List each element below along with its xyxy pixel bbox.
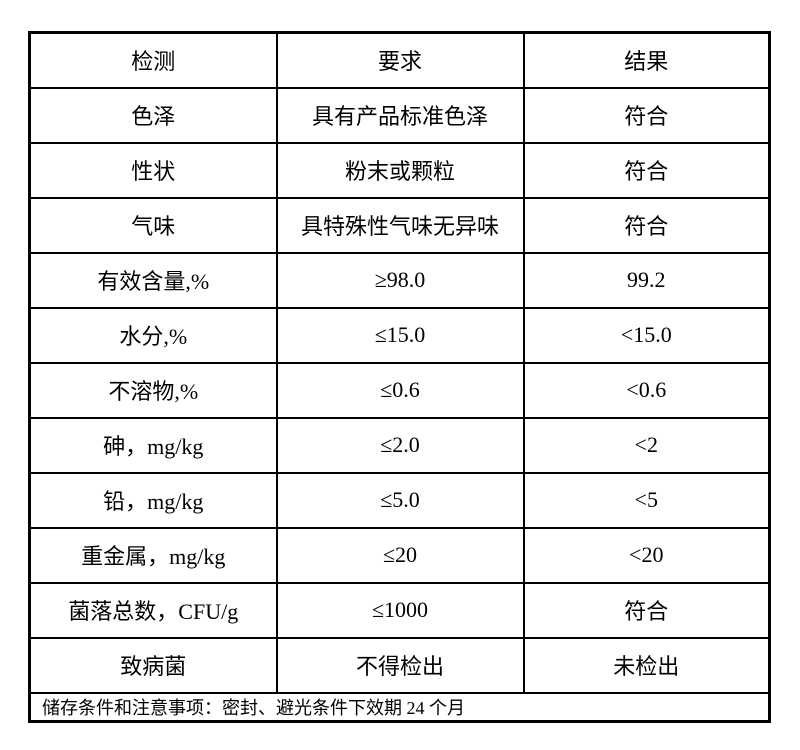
- table-row: 气味 具特殊性气味无异味 符合: [28, 196, 771, 254]
- cell-item: 重金属，mg/kg: [28, 526, 278, 584]
- cell-requirement: ≤2.0: [275, 416, 525, 474]
- column-header-item: 检测: [28, 31, 278, 89]
- cell-result: 符合: [522, 86, 771, 144]
- table-row: 重金属，mg/kg ≤20 <20: [28, 526, 771, 584]
- table-row: 性状 粉末或颗粒 符合: [28, 141, 771, 199]
- header-row: 检测 要求 结果: [28, 31, 771, 89]
- cell-requirement: ≤5.0: [275, 471, 525, 529]
- storage-note-row: 储存条件和注意事项：密封、避光条件下效期 24 个月: [28, 691, 771, 722]
- column-header-result: 结果: [522, 31, 771, 89]
- cell-item: 菌落总数，CFU/g: [28, 581, 278, 639]
- cell-requirement: ≤0.6: [275, 361, 525, 419]
- table-row: 菌落总数，CFU/g ≤1000 符合: [28, 581, 771, 639]
- table-row: 致病菌 不得检出 未检出: [28, 636, 771, 694]
- cell-item: 有效含量,%: [28, 251, 278, 309]
- table-row: 砷，mg/kg ≤2.0 <2: [28, 416, 771, 474]
- table-row: 铅，mg/kg ≤5.0 <5: [28, 471, 771, 529]
- cell-requirement: ≥98.0: [275, 251, 525, 309]
- cell-item: 色泽: [28, 86, 278, 144]
- cell-result: <20: [522, 526, 771, 584]
- cell-result: <2: [522, 416, 771, 474]
- cell-result: 符合: [522, 141, 771, 199]
- cell-item: 水分,%: [28, 306, 278, 364]
- cell-item: 铅，mg/kg: [28, 471, 278, 529]
- column-header-requirement: 要求: [275, 31, 525, 89]
- cell-requirement: 粉末或颗粒: [275, 141, 525, 199]
- cell-item: 砷，mg/kg: [28, 416, 278, 474]
- cell-requirement: ≤1000: [275, 581, 525, 639]
- table-row: 色泽 具有产品标准色泽 符合: [28, 86, 771, 144]
- cell-result: 未检出: [522, 636, 771, 694]
- cell-result: <0.6: [522, 361, 771, 419]
- inspection-table: 检测 要求 结果 色泽 具有产品标准色泽 符合 性状 粉末或颗粒 符合 气味 具…: [28, 31, 771, 723]
- cell-item: 致病菌: [28, 636, 278, 694]
- cell-result: <15.0: [522, 306, 771, 364]
- cell-result: 符合: [522, 196, 771, 254]
- table-row: 水分,% ≤15.0 <15.0: [28, 306, 771, 364]
- cell-result: <5: [522, 471, 771, 529]
- cell-requirement: ≤15.0: [275, 306, 525, 364]
- cell-item: 不溶物,%: [28, 361, 278, 419]
- cell-requirement: 不得检出: [275, 636, 525, 694]
- storage-note: 储存条件和注意事项：密封、避光条件下效期 24 个月: [28, 691, 771, 722]
- cell-requirement: 具有产品标准色泽: [275, 86, 525, 144]
- cell-item: 性状: [28, 141, 278, 199]
- cell-item: 气味: [28, 196, 278, 254]
- cell-result: 99.2: [522, 251, 771, 309]
- cell-requirement: ≤20: [275, 526, 525, 584]
- cell-result: 符合: [522, 581, 771, 639]
- cell-requirement: 具特殊性气味无异味: [275, 196, 525, 254]
- table-row: 有效含量,% ≥98.0 99.2: [28, 251, 771, 309]
- table-row: 不溶物,% ≤0.6 <0.6: [28, 361, 771, 419]
